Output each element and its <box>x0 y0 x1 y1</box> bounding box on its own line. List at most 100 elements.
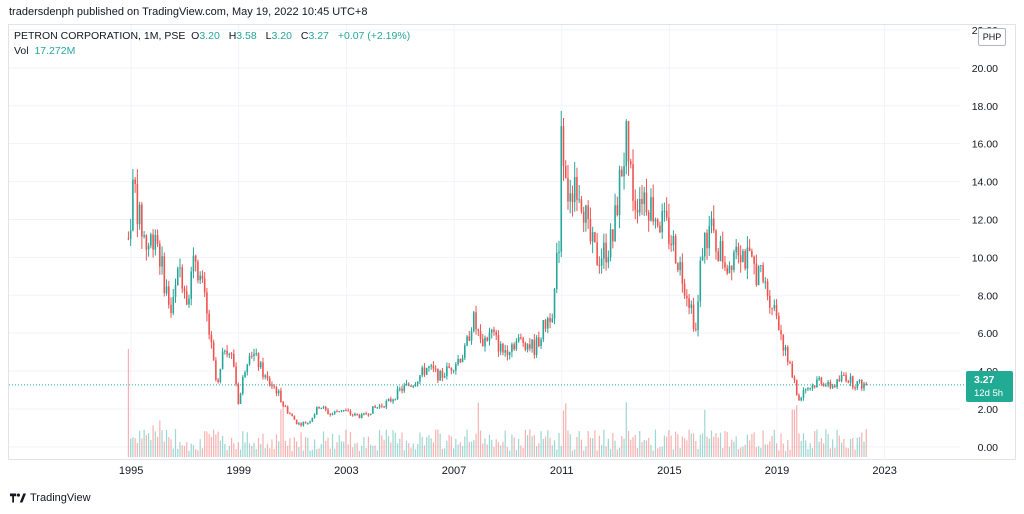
candle-body <box>241 376 244 394</box>
volume-bar <box>165 429 168 457</box>
symbol-name: PETRON CORPORATION, 1M, PSE <box>14 30 186 42</box>
candle-body <box>390 398 392 402</box>
candle-body <box>311 417 314 422</box>
tradingview-logo-icon <box>10 493 26 503</box>
candle-body <box>800 397 803 401</box>
candle-body <box>419 375 421 382</box>
candle-body <box>798 395 800 401</box>
symbol-legend[interactable]: PETRON CORPORATION, 1M, PSE O3.20 H3.58 … <box>14 30 416 42</box>
candle-body <box>621 169 623 177</box>
volume-bar <box>838 435 840 457</box>
volume-bar <box>284 440 287 457</box>
volume-bar <box>686 440 688 457</box>
candle-body <box>760 265 762 267</box>
candle-body <box>286 406 289 414</box>
volume-value: 17.272M <box>34 45 76 57</box>
candle-body <box>715 230 717 252</box>
volume-bar <box>190 443 192 457</box>
volume-bar <box>435 429 437 457</box>
volume-bar <box>740 447 742 457</box>
candle-body <box>573 177 576 203</box>
volume-bar <box>127 349 130 457</box>
candle-body <box>441 370 444 378</box>
volume-bar <box>477 402 479 457</box>
candle-body <box>322 406 325 408</box>
volume-bars <box>127 349 867 457</box>
time-tick-label: 2011 <box>550 465 574 477</box>
candle-body <box>457 358 459 365</box>
volume-bar <box>390 442 392 457</box>
volume-bar <box>152 425 154 457</box>
candle-body <box>558 251 560 253</box>
candle-body <box>538 337 540 346</box>
volume-bar <box>692 433 695 457</box>
volume-bar <box>470 441 473 457</box>
volume-bar <box>394 432 396 457</box>
volume-bar <box>603 429 605 457</box>
volume-bar <box>836 429 838 457</box>
volume-bar <box>540 431 542 457</box>
candle-body <box>865 383 868 386</box>
time-tick-label: 2015 <box>657 465 681 477</box>
high-label: H <box>228 30 237 42</box>
volume-bar <box>834 447 836 457</box>
volume-bar <box>787 439 789 457</box>
candle-body <box>540 339 542 346</box>
candle-body <box>739 255 742 262</box>
time-tick-label: 2023 <box>872 465 896 477</box>
candle-body <box>190 271 193 299</box>
volume-bar <box>181 445 183 457</box>
volume-bar <box>645 440 648 457</box>
volume-bar <box>206 431 208 457</box>
volume-bar <box>675 431 677 457</box>
candle-body <box>475 312 477 330</box>
candle-body <box>192 255 195 272</box>
volume-bar <box>650 445 652 457</box>
candle-body <box>336 411 338 413</box>
volume-bar <box>168 437 170 457</box>
candle-body <box>721 241 724 263</box>
candle-body <box>690 304 693 308</box>
candle-body <box>143 235 145 237</box>
volume-bar <box>356 442 358 457</box>
candle-body <box>616 205 619 216</box>
volume-legend[interactable]: Vol 17.272M <box>14 45 75 57</box>
candle-body <box>517 337 520 342</box>
tradingview-brand[interactable]: TradingView <box>10 492 91 504</box>
candle-body <box>273 386 275 388</box>
candle-body <box>437 368 439 381</box>
candle-body <box>744 251 746 269</box>
time-tick-label: 2019 <box>765 465 789 477</box>
candle-body <box>430 365 432 367</box>
volume-bar <box>731 439 733 457</box>
candle-body <box>421 367 424 376</box>
volume-bar <box>688 429 690 457</box>
volume-bar <box>805 440 807 457</box>
volume-bar <box>170 439 172 457</box>
candle-body <box>293 416 296 420</box>
volume-bar <box>558 432 560 457</box>
candle-body <box>580 199 583 212</box>
volume-bar <box>282 403 284 457</box>
candle-body <box>860 379 863 389</box>
candle-body <box>340 410 343 412</box>
volume-bar <box>861 432 863 457</box>
currency-badge[interactable]: PHP <box>978 28 1006 46</box>
candle-body <box>827 381 829 386</box>
volume-bar <box>531 436 533 457</box>
volume-bar <box>296 441 298 457</box>
volume-bar <box>762 430 764 457</box>
volume-bar <box>843 438 845 457</box>
candle-body <box>569 193 572 202</box>
volume-bar <box>331 433 334 457</box>
candle-body <box>423 367 426 375</box>
volume-bar <box>780 433 782 457</box>
volume-bar <box>307 437 309 457</box>
volume-bar <box>791 409 793 457</box>
volume-bar <box>264 448 266 457</box>
candle-body <box>567 178 569 202</box>
volume-bar <box>352 447 354 457</box>
volume-bar <box>701 433 704 457</box>
candle-body <box>555 252 558 290</box>
